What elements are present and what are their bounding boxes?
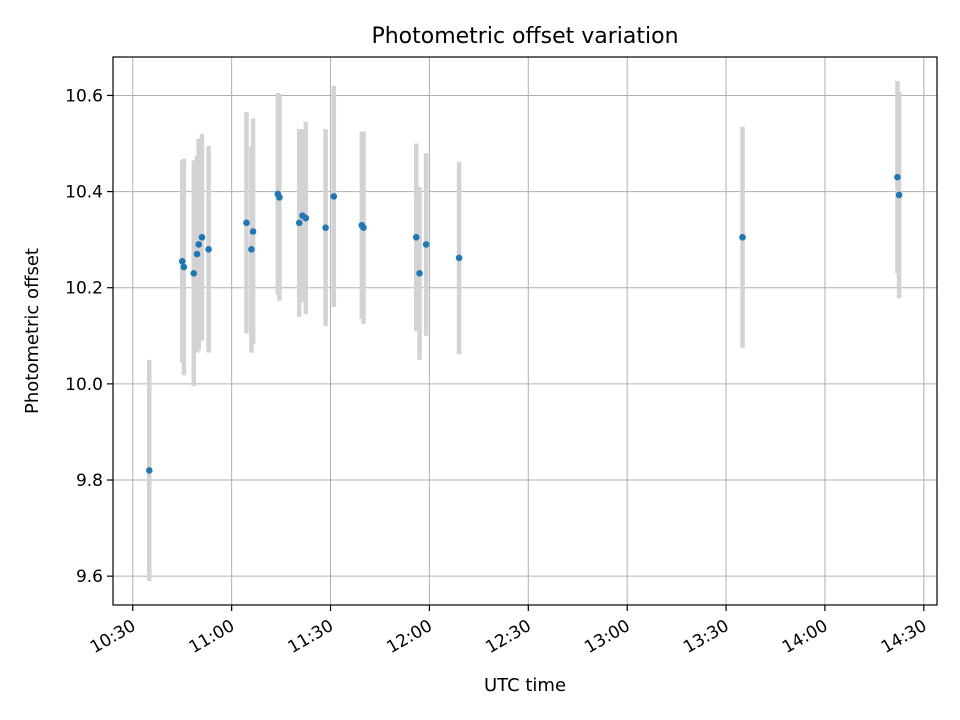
plot-frame [112, 56, 938, 606]
y-tick-label: 9.6 [76, 567, 103, 587]
data-point [195, 241, 202, 248]
data-point [455, 254, 463, 262]
x-tick-label: 13:30 [680, 616, 732, 658]
x-tick-label: 14:30 [878, 616, 930, 658]
chart-title: Photometric offset variation [371, 24, 678, 49]
y-tick-label: 10.2 [65, 279, 103, 299]
data-point [295, 219, 303, 227]
x-tick-label: 14:00 [779, 616, 831, 658]
data-point [330, 193, 338, 200]
data-point [205, 245, 212, 253]
x-tick-label: 11:00 [186, 616, 238, 658]
y-tick-label: 9.8 [76, 471, 103, 491]
data-point [322, 224, 329, 231]
data-points [145, 173, 903, 474]
y-tick-label: 10.0 [65, 375, 103, 395]
data-point [302, 214, 310, 222]
data-point [180, 263, 188, 271]
data-point [190, 270, 198, 277]
x-tick-label: 12:30 [482, 616, 534, 658]
data-point [895, 191, 903, 199]
data-point [249, 228, 257, 235]
error-bars [147, 81, 902, 581]
y-tick-label: 10.4 [65, 183, 103, 203]
x-tick-label: 10:30 [87, 616, 139, 658]
data-point [739, 233, 746, 241]
data-point [416, 270, 423, 277]
data-point [145, 467, 153, 474]
data-point [248, 245, 255, 253]
y-axis-label: Photometric offset [22, 248, 43, 414]
x-tick-label: 12:00 [383, 616, 435, 658]
data-point [422, 241, 430, 248]
y-tick-label: 10.6 [65, 86, 103, 106]
data-point [193, 250, 201, 258]
data-point [412, 233, 420, 241]
data-point [276, 194, 283, 201]
data-point [894, 173, 901, 181]
data-point [360, 224, 367, 231]
grid [113, 57, 937, 605]
y-axis: 9.6 9.8 10.0 10.2 10.4 10.6 [65, 86, 113, 587]
x-tick-label: 11:30 [285, 616, 337, 658]
x-axis-label: UTC time [484, 675, 566, 696]
data-point [243, 219, 250, 227]
x-tick-label: 13:00 [581, 616, 633, 658]
data-point [198, 233, 206, 241]
data-point [178, 257, 186, 265]
x-axis: 10:30 11:00 11:30 12:00 12:30 13:00 13:30 14:00… [87, 605, 930, 658]
